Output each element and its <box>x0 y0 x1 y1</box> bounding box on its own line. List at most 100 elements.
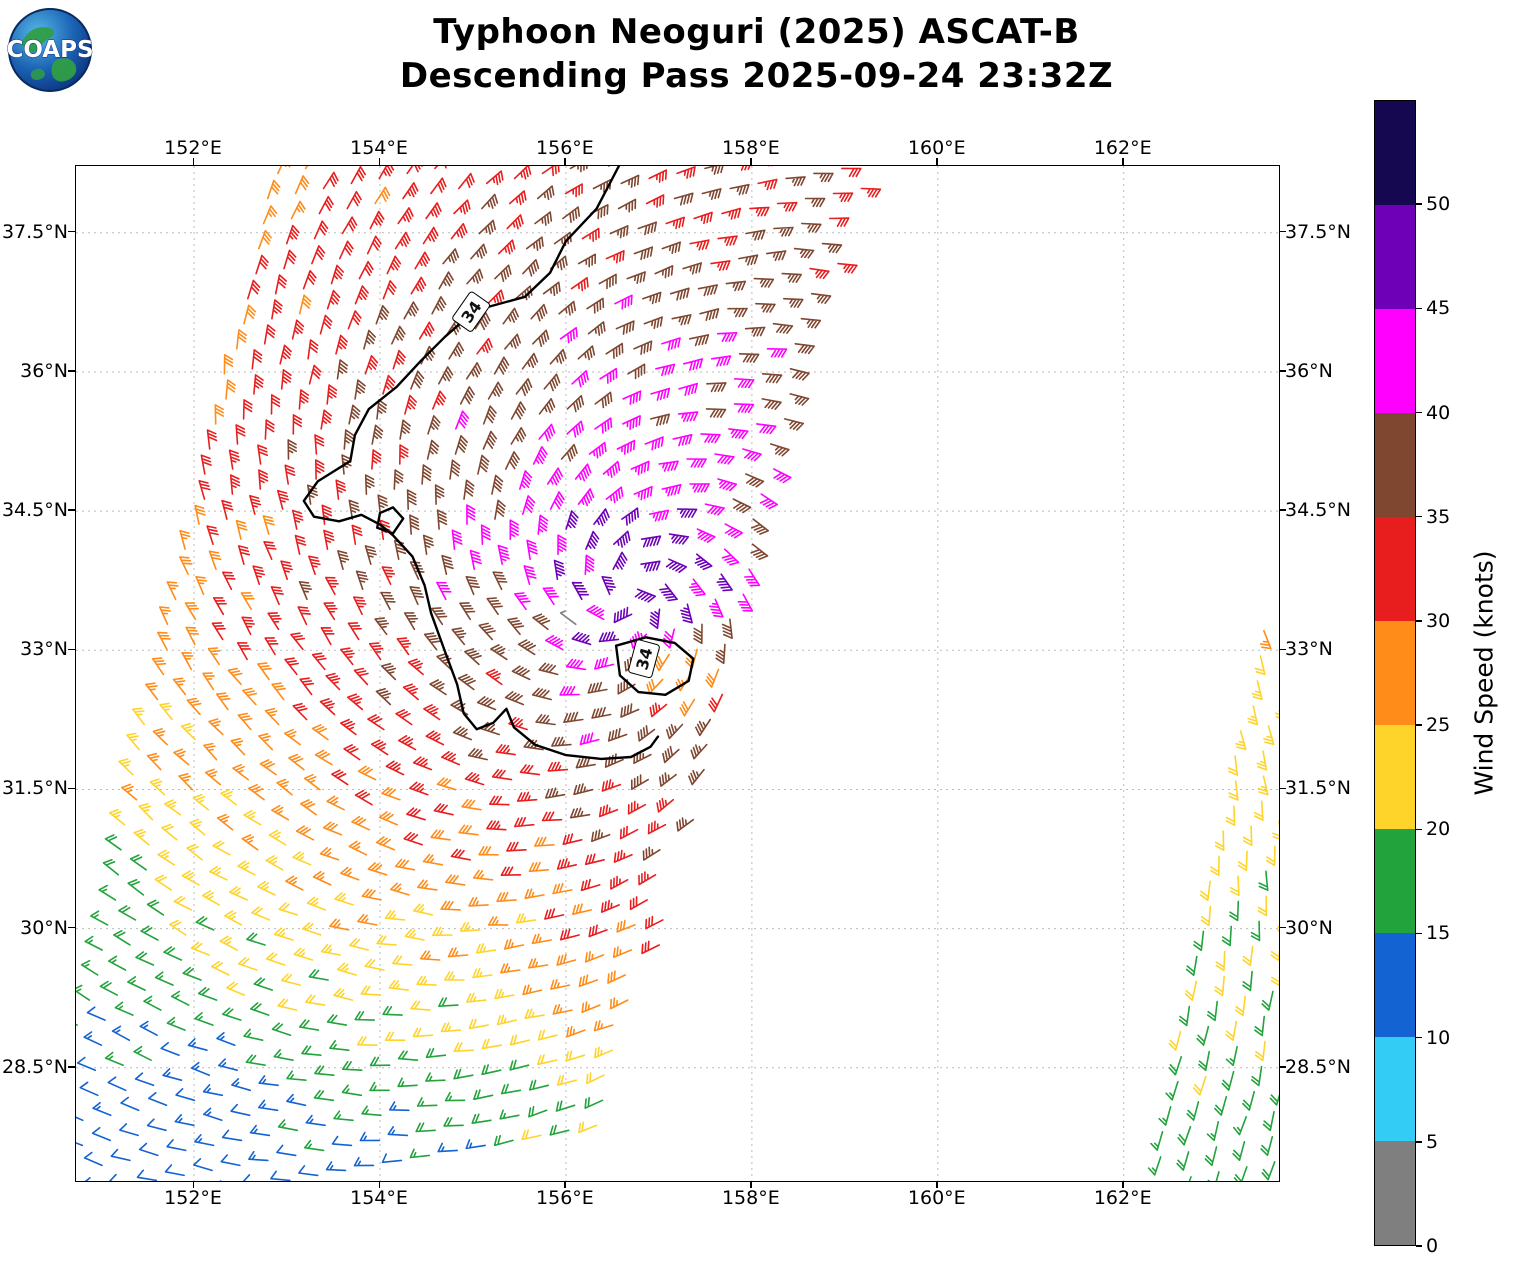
wind-barb <box>179 530 191 550</box>
wind-barb <box>522 495 536 515</box>
wind-barb <box>189 818 206 836</box>
wind-barb <box>1260 1136 1274 1156</box>
wind-barb <box>502 307 519 325</box>
wind-barb <box>532 446 548 465</box>
wind-barb <box>552 882 573 895</box>
wind-barb <box>481 193 499 210</box>
wind-barb <box>302 270 317 290</box>
wind-barb <box>725 280 747 292</box>
wind-barb <box>133 1045 152 1061</box>
wind-barb <box>202 1084 224 1097</box>
wind-barb <box>751 518 769 535</box>
wind-barb <box>706 382 727 393</box>
y-tick-label-left: 36°N <box>20 359 68 382</box>
wind-barb <box>1185 955 1198 976</box>
wind-barb <box>521 1129 542 1141</box>
wind-barb <box>429 679 447 696</box>
wind-barb <box>412 1027 434 1038</box>
wind-barb <box>212 597 227 616</box>
wind-barb <box>693 211 713 225</box>
wind-barb <box>308 364 322 385</box>
wind-barb <box>139 1020 158 1036</box>
colorbar-tick-label: 40 <box>1426 401 1451 424</box>
wind-barb <box>656 797 674 813</box>
wind-barb <box>716 573 733 592</box>
wind-barb <box>374 617 389 636</box>
wind-barb <box>333 1110 354 1122</box>
wind-barb <box>559 928 580 941</box>
wind-barb <box>515 378 533 397</box>
wind-barb <box>242 399 253 420</box>
wind-barb <box>531 933 552 945</box>
wind-barb <box>431 296 447 315</box>
wind-barb <box>1225 1020 1238 1042</box>
wind-barb <box>1228 780 1239 801</box>
wind-barb <box>464 648 482 666</box>
wind-barb <box>542 587 559 606</box>
colorbar-tick-label: 35 <box>1426 505 1451 528</box>
wind-barb <box>588 924 608 938</box>
wind-barb <box>571 581 589 601</box>
wind-barb <box>138 1142 159 1157</box>
wind-barb <box>382 280 397 300</box>
wind-barb <box>621 507 639 526</box>
wind-barb <box>457 673 476 691</box>
wind-barb <box>287 439 297 460</box>
wind-barb <box>622 390 642 405</box>
wind-barb <box>1261 990 1274 1011</box>
wind-barb <box>299 677 314 696</box>
wind-barb <box>236 329 247 350</box>
wind-barb <box>382 374 396 395</box>
wind-barb <box>487 289 505 305</box>
wind-barb <box>285 875 304 891</box>
wind-barb <box>485 668 503 686</box>
wind-barb <box>264 419 275 440</box>
wind-barb <box>761 373 783 384</box>
x-tick-label-top: 152°E <box>164 137 222 159</box>
wind-barb <box>257 444 268 465</box>
wind-barb <box>860 187 882 198</box>
wind-barb <box>301 1045 322 1056</box>
wind-barb <box>1261 1161 1276 1181</box>
wind-barb <box>268 829 287 846</box>
wind-barb <box>612 946 633 958</box>
wind-barb <box>291 319 305 340</box>
wind-barb <box>489 795 510 806</box>
wind-barb <box>442 248 460 265</box>
wind-barb <box>175 1088 196 1102</box>
wind-barb <box>1266 845 1276 867</box>
wind-barb <box>463 479 475 500</box>
wind-barb <box>528 1106 548 1118</box>
colorbar-tick <box>1416 307 1422 310</box>
wind-barb <box>270 394 281 415</box>
wind-barb <box>1176 1151 1190 1171</box>
wind-barb <box>766 250 787 262</box>
wind-barb <box>727 307 748 318</box>
wind-barb <box>277 489 289 510</box>
wind-barb <box>229 474 241 495</box>
x-tick-label-top: 160°E <box>907 137 966 159</box>
wind-barb <box>404 928 425 941</box>
wind-barb <box>409 781 429 796</box>
wind-barb <box>658 460 679 472</box>
wind-barb <box>733 403 755 413</box>
wind-barb <box>607 970 626 984</box>
wind-barb <box>190 941 210 956</box>
wind-barb <box>525 236 544 251</box>
wind-barb <box>742 448 762 462</box>
wind-barb <box>507 617 525 636</box>
wind-barb <box>377 494 388 515</box>
wind-barb <box>1215 950 1226 972</box>
wind-barb <box>267 612 282 631</box>
wind-barb <box>206 525 219 545</box>
wind-barb <box>452 726 473 741</box>
wind-barb <box>271 299 283 320</box>
wind-barb <box>108 955 127 971</box>
colorbar-segment <box>1375 517 1415 621</box>
wind-barb <box>394 858 416 871</box>
wind-barb <box>157 849 175 866</box>
wind-barb <box>701 188 722 200</box>
wind-barb <box>689 334 710 347</box>
wind-barb <box>538 662 559 676</box>
wind-barb <box>481 1038 502 1050</box>
